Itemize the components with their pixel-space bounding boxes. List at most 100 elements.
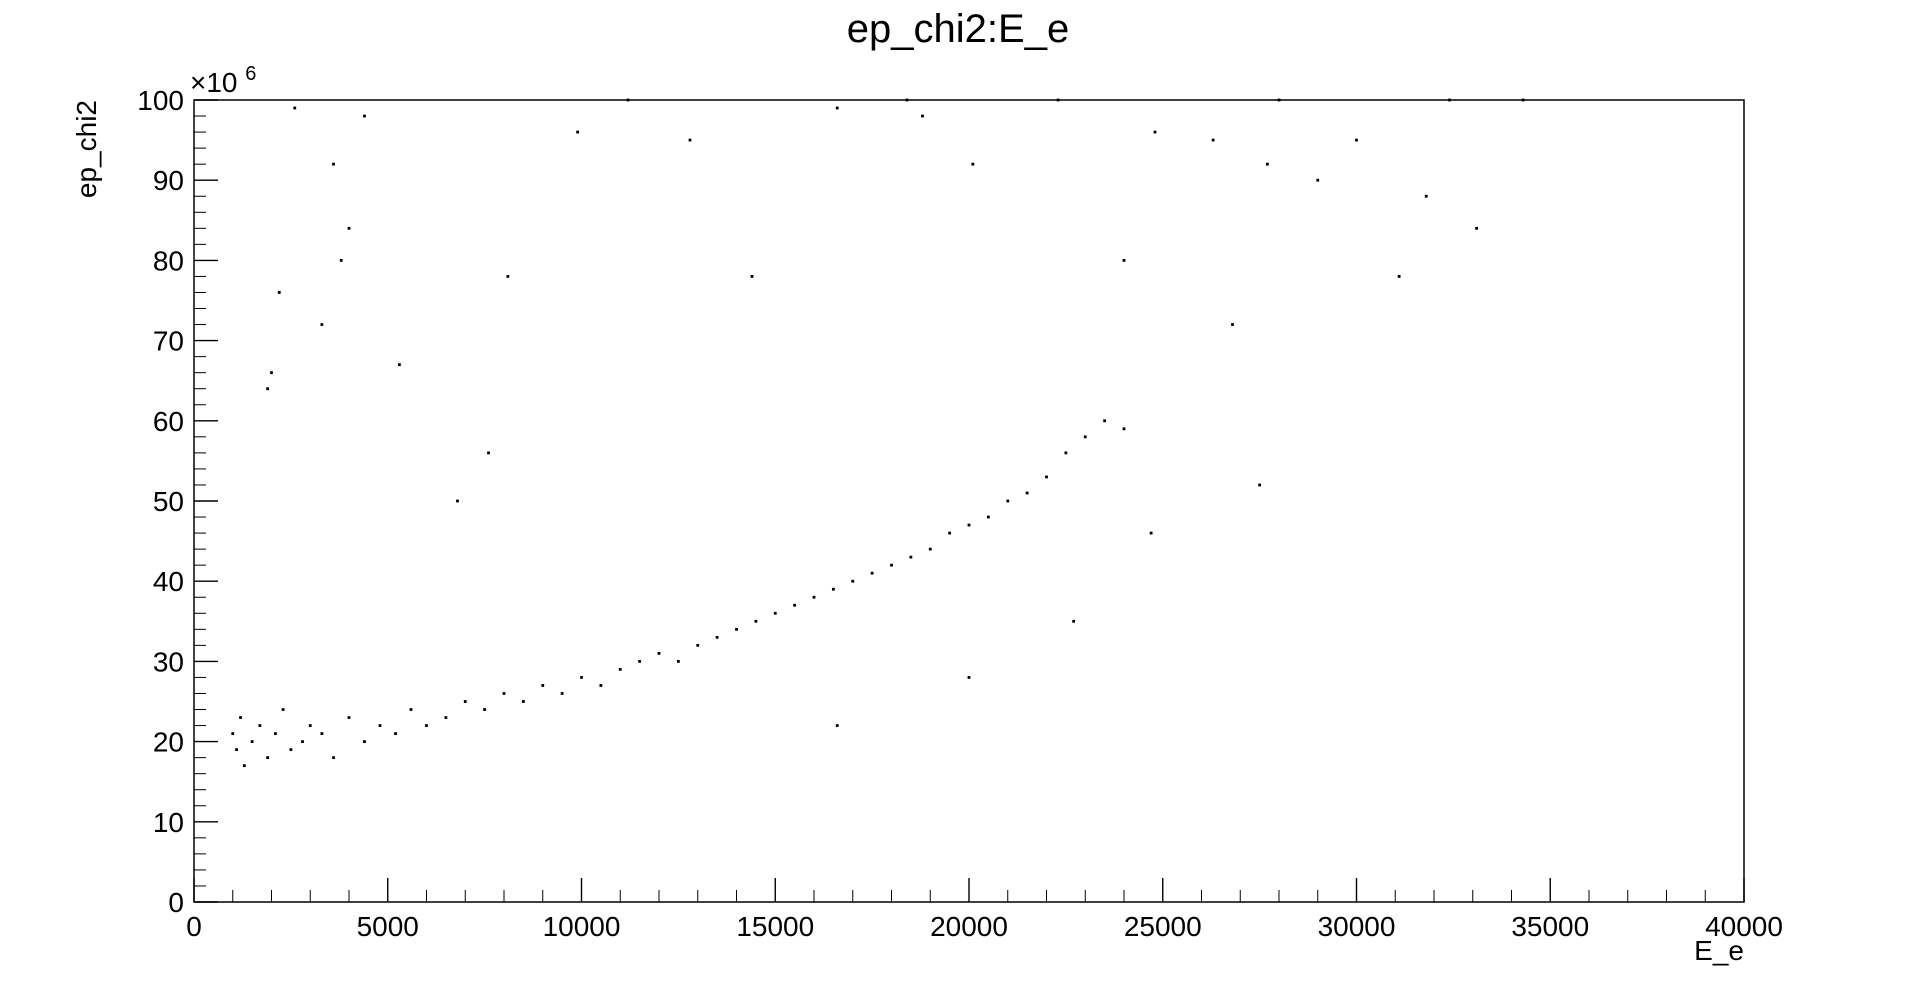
scatter-point (320, 323, 324, 326)
scatter-point (266, 387, 270, 391)
scatter-point (1083, 435, 1087, 439)
scatter-point (576, 130, 580, 134)
scatter-point (242, 764, 246, 768)
scatter-point (332, 162, 335, 166)
scatter-point (270, 371, 273, 375)
scatter-point (851, 579, 855, 583)
scatter-point (580, 676, 583, 679)
scatter-point (909, 555, 913, 559)
scatter-point (948, 531, 952, 535)
scatter-point (277, 291, 281, 294)
x-tick-label: 15000 (736, 911, 814, 942)
scatter-point (250, 740, 254, 743)
scatter-point (463, 700, 467, 703)
scatter-point (618, 668, 622, 671)
scatter-point (487, 451, 490, 455)
scatter-point (1153, 130, 1157, 134)
x-tick-label: 0 (186, 911, 202, 942)
x-tick-label: 35000 (1511, 911, 1589, 942)
scatter-point (831, 587, 835, 591)
scatter-point (1064, 451, 1068, 455)
scatter-point (273, 732, 277, 735)
scatter-point (293, 106, 297, 110)
scatter-point (1265, 162, 1269, 166)
scatter-point (456, 499, 459, 503)
y-tick-label: 10 (153, 807, 184, 838)
scatter-point (1424, 194, 1428, 198)
scatter-point (638, 660, 642, 663)
scatter-point (425, 724, 428, 727)
scatter-point (890, 563, 893, 567)
scatter-point (397, 363, 401, 367)
scatter-point (235, 748, 239, 752)
scatter-point (301, 740, 304, 743)
scatter-point (1149, 531, 1153, 535)
scatter-point (394, 732, 397, 735)
y-tick-label: 60 (153, 406, 184, 437)
scatter-point (339, 259, 343, 262)
scatter-point (835, 724, 839, 727)
scatter-point (735, 627, 738, 631)
x-tick-label: 40000 (1705, 911, 1783, 942)
scatter-point (258, 724, 262, 727)
scatter-point (409, 708, 413, 711)
scatter-point (308, 724, 312, 727)
scatter-point (1006, 499, 1010, 503)
chart-title: ep_chi2:E_e (847, 7, 1069, 51)
x-axis-label: E_e (1694, 935, 1744, 966)
y-tick-label: 90 (153, 165, 184, 196)
x-tick-label: 10000 (543, 911, 621, 942)
scatter-point (1475, 226, 1479, 230)
y-axis-exponent-base: ×10 (190, 67, 238, 98)
scatter-point (363, 114, 366, 118)
y-tick-label: 0 (168, 887, 184, 918)
scatter-point (1316, 178, 1320, 182)
scatter-point (657, 651, 661, 655)
scatter-point (521, 700, 525, 703)
scatter-point (967, 676, 971, 679)
x-tick-label: 5000 (357, 911, 419, 942)
y-axis-exponent-power: 6 (245, 63, 256, 85)
scatter-point (1231, 323, 1234, 326)
scatter-point (332, 756, 335, 760)
scatter-point (599, 684, 603, 687)
scatter-point (1258, 483, 1262, 487)
scatter-point (696, 643, 700, 647)
scatter-point (231, 732, 235, 735)
scatter-point (1397, 275, 1401, 278)
scatter-point (971, 162, 975, 166)
y-axis-exponent: ×10 6 (190, 63, 256, 98)
y-tick-label: 50 (153, 486, 184, 517)
y-tick-label: 20 (153, 727, 184, 758)
scatter-point (1122, 259, 1126, 262)
scatter-point (688, 138, 692, 142)
scatter-point (715, 635, 719, 639)
scatter-point (1072, 619, 1076, 623)
x-tick-label: 20000 (930, 911, 1008, 942)
scatter-point (347, 716, 351, 719)
x-axis: 0 5000 10000 15000 20000 25000 30000 35000 40000 (186, 878, 1783, 942)
scatter-point (289, 748, 293, 752)
scatter-point (444, 716, 448, 719)
scatter-point (506, 275, 510, 278)
y-tick-label: 30 (153, 646, 184, 677)
scatter-point (378, 724, 382, 727)
scatter-point (835, 106, 839, 110)
scatter-point (320, 732, 324, 735)
scatter-point (1211, 138, 1215, 142)
scatter-point (986, 515, 990, 519)
scatter-point (967, 523, 971, 527)
scatter-point (812, 595, 816, 599)
scatter-point (921, 114, 924, 118)
scatter-point (793, 603, 797, 607)
scatter-point (773, 611, 777, 615)
scatter-point (560, 692, 564, 695)
scatter-point (1355, 138, 1358, 142)
scatter-point (363, 740, 366, 743)
scatter-point (750, 275, 754, 278)
scatter-point (754, 619, 758, 623)
scatter-point (541, 684, 545, 687)
scatter-point (870, 571, 874, 575)
